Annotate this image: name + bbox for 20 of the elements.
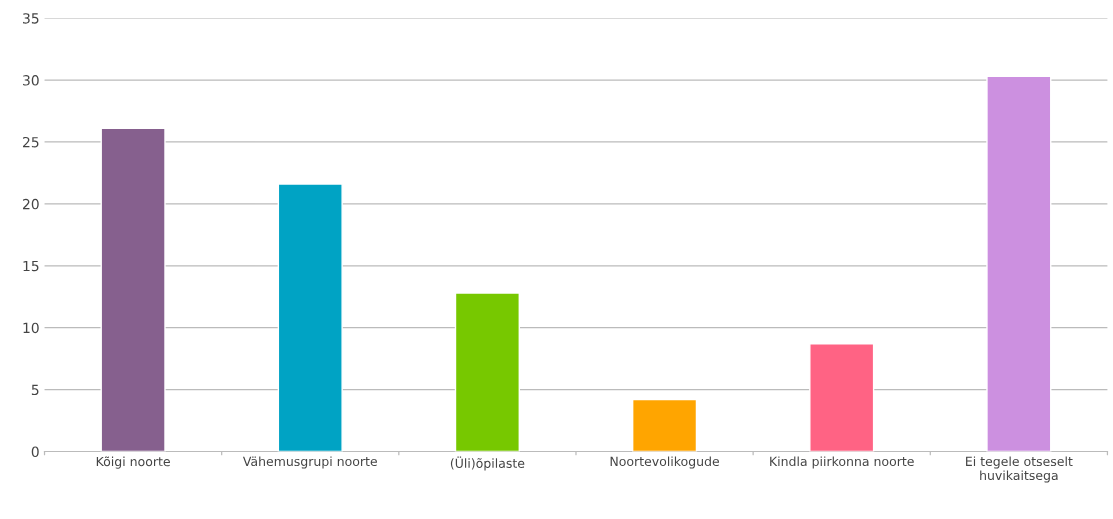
x-tick-label: (Üli)õpilaste (450, 456, 525, 471)
x-tick-label: Kõigi noorte (96, 456, 170, 469)
y-tick-label: 0 (31, 446, 39, 457)
x-tick-label: Noortevolikogude (610, 456, 720, 469)
y-tick-label: 15 (23, 260, 39, 272)
bar (986, 75, 1052, 452)
y-tick-label: 5 (31, 384, 39, 396)
bar (100, 127, 166, 452)
bar (277, 183, 343, 452)
x-tick-label: Vähemusgrupi noorte (242, 456, 377, 469)
y-tick-label: 20 (23, 198, 39, 210)
y-tick-label: 35 (23, 13, 39, 24)
y-tick-label: 25 (23, 136, 39, 148)
bar (809, 343, 875, 452)
bar (454, 292, 520, 452)
x-tick-label: Ei tegele otseselt huvikaitsega (966, 456, 1073, 483)
x-tick-label: Kindla piirkonna noorte (770, 456, 914, 469)
y-tick-label: 30 (23, 75, 39, 86)
bar (631, 398, 698, 452)
y-tick-label: 10 (23, 322, 39, 334)
